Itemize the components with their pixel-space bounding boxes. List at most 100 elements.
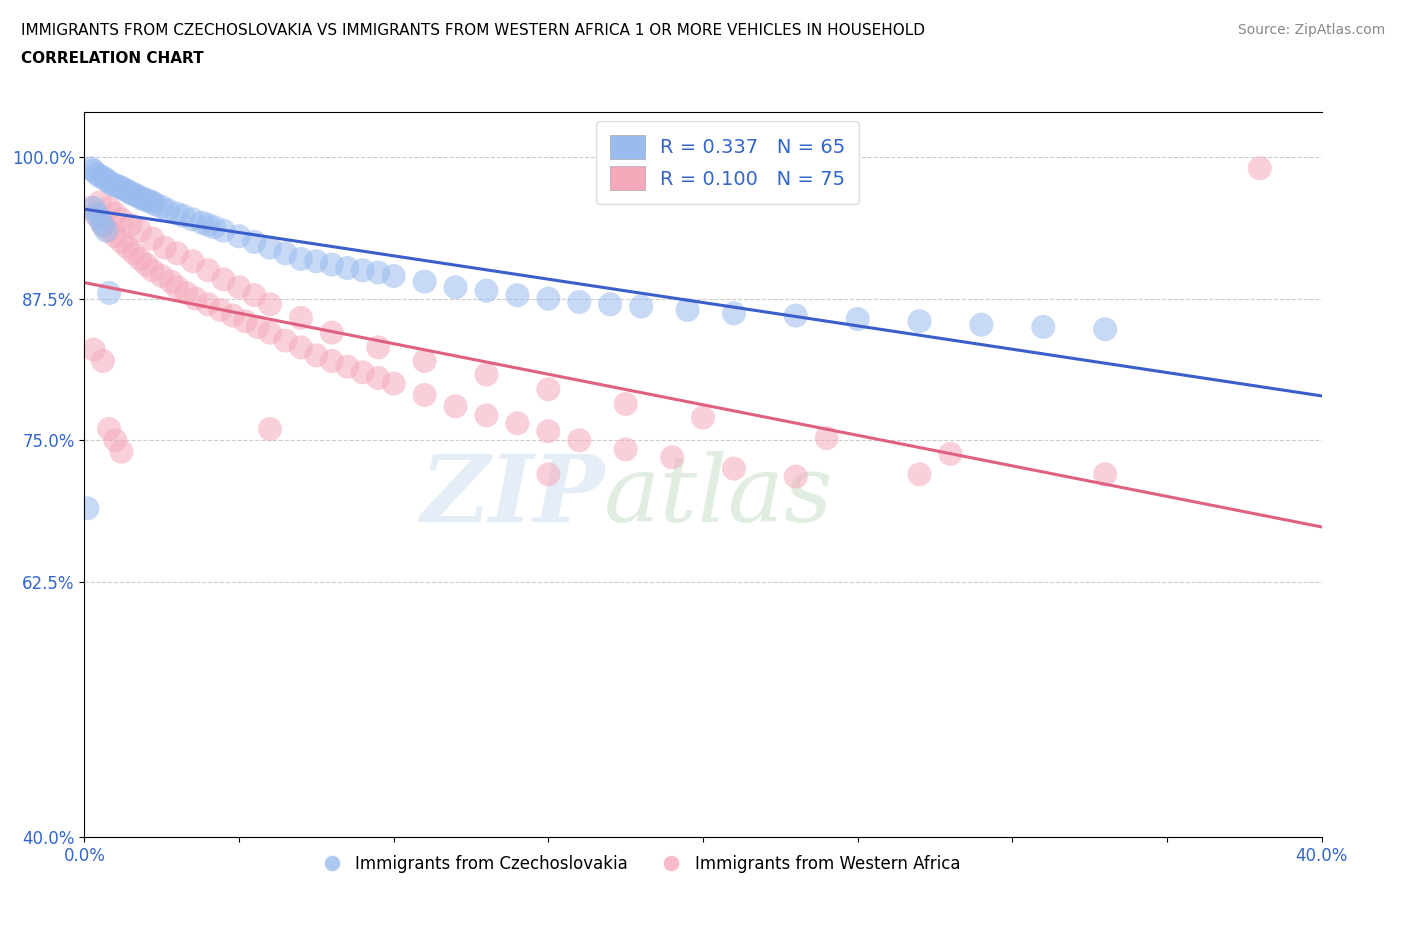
Point xyxy=(98,286,121,300)
Point xyxy=(413,388,436,403)
Point xyxy=(1032,320,1054,335)
Point xyxy=(815,431,838,445)
Point xyxy=(382,376,405,391)
Legend: Immigrants from Czechoslovakia, Immigrants from Western Africa: Immigrants from Czechoslovakia, Immigran… xyxy=(315,848,967,880)
Point xyxy=(537,467,560,482)
Point xyxy=(141,195,163,210)
Point xyxy=(630,299,652,314)
Point xyxy=(114,182,136,197)
Point xyxy=(243,234,266,249)
Point xyxy=(166,246,188,260)
Point xyxy=(91,218,114,232)
Point xyxy=(305,254,328,269)
Point xyxy=(475,284,498,299)
Point xyxy=(156,203,179,218)
Point xyxy=(321,258,343,272)
Point xyxy=(228,280,250,295)
Point xyxy=(290,340,312,355)
Point xyxy=(352,263,374,278)
Point xyxy=(122,246,145,260)
Point xyxy=(181,254,204,269)
Point xyxy=(104,206,127,221)
Point xyxy=(129,223,152,238)
Point xyxy=(259,297,281,312)
Text: ZIP: ZIP xyxy=(420,451,605,541)
Point xyxy=(98,201,121,216)
Point xyxy=(89,168,111,183)
Point xyxy=(568,432,591,447)
Point xyxy=(970,317,993,332)
Point xyxy=(290,251,312,266)
Point xyxy=(506,287,529,302)
Point xyxy=(212,272,235,286)
Point xyxy=(141,263,163,278)
Point xyxy=(94,172,117,187)
Point xyxy=(110,180,132,195)
Point xyxy=(83,163,105,178)
Point xyxy=(91,353,114,368)
Point xyxy=(222,308,245,323)
Point xyxy=(135,258,157,272)
Text: Source: ZipAtlas.com: Source: ZipAtlas.com xyxy=(1237,23,1385,37)
Point xyxy=(104,229,127,244)
Point xyxy=(181,212,204,227)
Point xyxy=(160,274,183,289)
Point xyxy=(104,432,127,447)
Point xyxy=(98,223,121,238)
Point xyxy=(172,208,194,223)
Point xyxy=(475,408,498,423)
Point xyxy=(367,340,389,355)
Point xyxy=(692,410,714,425)
Point xyxy=(908,467,931,482)
Point xyxy=(191,215,214,230)
Point xyxy=(305,348,328,363)
Point xyxy=(599,297,621,312)
Point xyxy=(290,311,312,325)
Point xyxy=(89,212,111,227)
Point xyxy=(129,191,152,206)
Point xyxy=(243,287,266,302)
Point xyxy=(785,308,807,323)
Point xyxy=(110,234,132,249)
Point xyxy=(413,353,436,368)
Point xyxy=(321,353,343,368)
Point xyxy=(141,231,163,246)
Point xyxy=(117,183,139,198)
Point xyxy=(120,186,142,201)
Point xyxy=(91,218,114,232)
Point xyxy=(117,240,139,255)
Point xyxy=(259,326,281,340)
Text: IMMIGRANTS FROM CZECHOSLOVAKIA VS IMMIGRANTS FROM WESTERN AFRICA 1 OR MORE VEHIC: IMMIGRANTS FROM CZECHOSLOVAKIA VS IMMIGR… xyxy=(21,23,925,38)
Point xyxy=(202,219,225,234)
Point xyxy=(537,382,560,397)
Point xyxy=(367,370,389,385)
Point xyxy=(98,175,121,190)
Point xyxy=(506,416,529,431)
Point xyxy=(908,313,931,328)
Point xyxy=(91,170,114,185)
Point xyxy=(321,326,343,340)
Text: CORRELATION CHART: CORRELATION CHART xyxy=(21,51,204,66)
Point xyxy=(83,201,105,216)
Point xyxy=(367,265,389,280)
Point xyxy=(176,286,198,300)
Point xyxy=(110,212,132,227)
Point xyxy=(86,206,108,221)
Point xyxy=(197,263,219,278)
Point xyxy=(86,166,108,181)
Point xyxy=(197,297,219,312)
Point xyxy=(475,367,498,382)
Point xyxy=(132,192,155,206)
Point xyxy=(233,313,256,328)
Point xyxy=(614,442,637,457)
Point xyxy=(83,342,105,357)
Point xyxy=(122,187,145,202)
Point xyxy=(104,178,127,193)
Point xyxy=(336,359,359,374)
Point xyxy=(89,195,111,210)
Point xyxy=(537,291,560,306)
Text: atlas: atlas xyxy=(605,451,834,541)
Point xyxy=(676,302,699,317)
Point xyxy=(444,399,467,414)
Point xyxy=(184,291,207,306)
